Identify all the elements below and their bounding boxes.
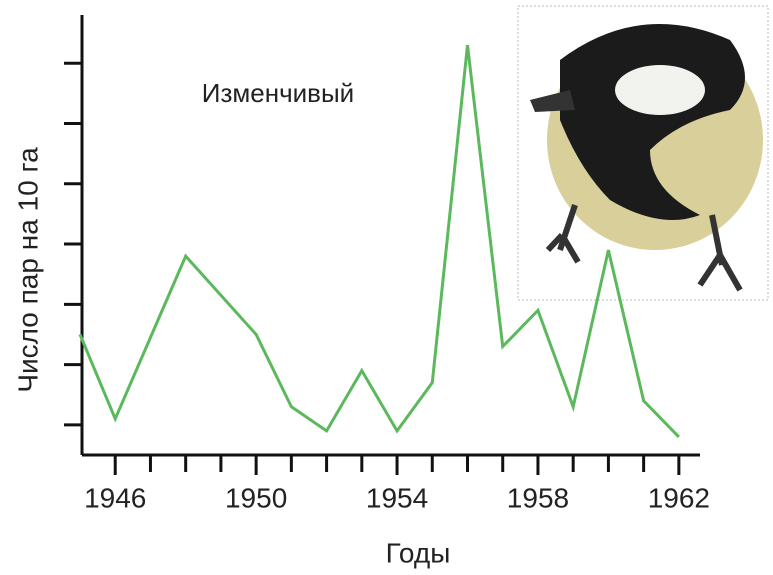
- x-tick-label: 1946: [84, 482, 146, 513]
- x-tick-label: 1958: [507, 482, 569, 513]
- chart-title: Изменчивый: [202, 78, 354, 108]
- x-axis-label: Годы: [386, 537, 451, 568]
- y-axis-label: Число пар на 10 га: [12, 147, 43, 393]
- x-tick-label: 1954: [366, 482, 428, 513]
- x-tick-label: 1962: [648, 482, 710, 513]
- x-tick-label: 1950: [225, 482, 287, 513]
- chart: Изменчивый Годы Число пар на 10 га 1946 1…: [0, 0, 773, 575]
- bird-picture: [518, 6, 768, 300]
